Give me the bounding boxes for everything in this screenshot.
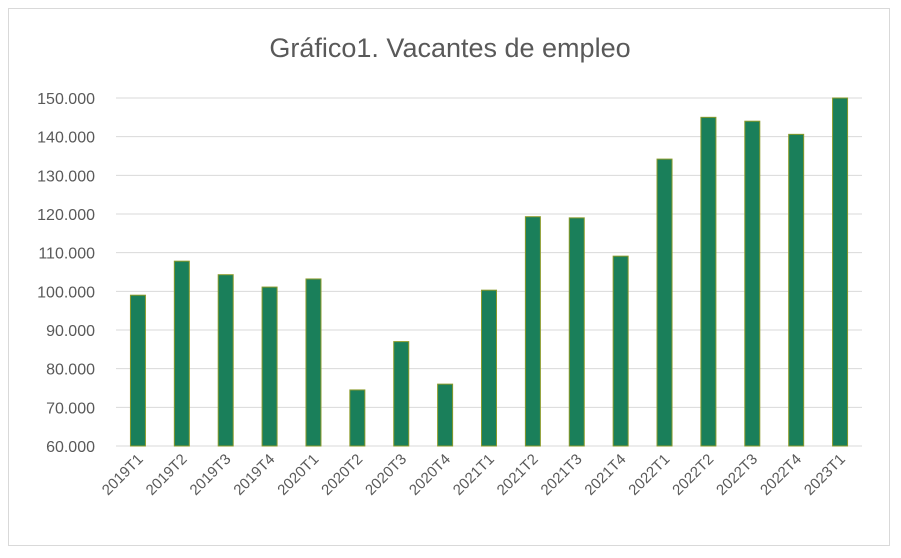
y-tick-label: 140.000 bbox=[37, 130, 95, 147]
bar-2019T2 bbox=[173, 260, 190, 447]
y-tick-label: 100.000 bbox=[37, 284, 95, 301]
bar-2020T2 bbox=[349, 389, 366, 447]
x-tick-label: 2019T2 bbox=[143, 451, 191, 499]
x-tick-label: 2020T3 bbox=[362, 451, 410, 499]
x-tick-label: 2022T4 bbox=[757, 451, 805, 499]
y-tick-label: 130.000 bbox=[37, 168, 95, 185]
bar-2020T3 bbox=[393, 341, 410, 447]
y-tick-label: 90.000 bbox=[46, 323, 95, 340]
x-tick-label: 2019T3 bbox=[187, 451, 235, 499]
bars bbox=[129, 97, 849, 447]
x-tick-label: 2021T1 bbox=[450, 451, 498, 499]
bar-2023T1 bbox=[832, 97, 849, 447]
bar-2020T4 bbox=[437, 383, 454, 447]
bar-2019T3 bbox=[217, 274, 234, 447]
bar-2021T2 bbox=[524, 216, 541, 447]
y-tick-label: 120.000 bbox=[37, 207, 95, 224]
y-tick-label: 80.000 bbox=[46, 362, 95, 379]
bar-2019T4 bbox=[261, 286, 278, 447]
y-axis-ticks: 60.000 70.000 80.000 90.000 100.000 110.000 12… bbox=[37, 91, 95, 456]
x-tick-label: 2023T1 bbox=[801, 451, 849, 499]
bar-2022T1 bbox=[656, 158, 673, 447]
bar-2021T4 bbox=[612, 255, 629, 447]
x-tick-label: 2020T1 bbox=[274, 451, 322, 499]
x-tick-label: 2020T2 bbox=[318, 451, 366, 499]
x-tick-label: 2019T4 bbox=[230, 451, 278, 499]
x-tick-label: 2021T2 bbox=[494, 451, 542, 499]
x-tick-label: 2022T2 bbox=[669, 451, 717, 499]
bar-2022T3 bbox=[744, 120, 761, 447]
x-tick-label: 2022T3 bbox=[713, 451, 761, 499]
x-tick-label: 2021T3 bbox=[538, 451, 586, 499]
bar-2021T1 bbox=[481, 289, 497, 447]
bar-2019T1 bbox=[129, 294, 146, 447]
bar-2022T4 bbox=[788, 133, 805, 447]
x-axis-ticks: 2019T12019T22019T32019T42020T12020T22020… bbox=[99, 451, 849, 499]
chart-title: Gráfico1. Vacantes de empleo bbox=[269, 33, 630, 63]
gridlines bbox=[116, 97, 862, 447]
x-tick-label: 2022T1 bbox=[625, 451, 673, 499]
y-tick-label: 70.000 bbox=[46, 400, 95, 417]
x-tick-label: 2019T1 bbox=[99, 451, 147, 499]
bar-2022T2 bbox=[700, 116, 717, 447]
bar-2021T3 bbox=[568, 217, 585, 447]
y-tick-label: 150.000 bbox=[37, 91, 95, 108]
bar-2020T1 bbox=[305, 278, 322, 447]
x-tick-label: 2021T4 bbox=[581, 451, 629, 499]
x-tick-label: 2020T4 bbox=[406, 451, 454, 499]
y-tick-label: 60.000 bbox=[46, 439, 95, 456]
y-tick-label: 110.000 bbox=[38, 246, 95, 263]
